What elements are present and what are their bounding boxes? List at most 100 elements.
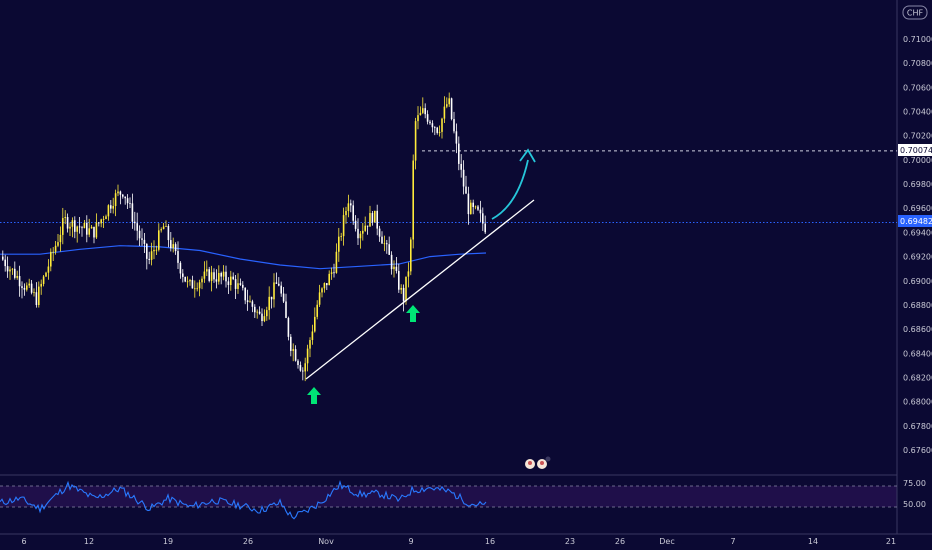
candle-body [66, 217, 69, 229]
candle-body [83, 222, 86, 229]
candle-body [422, 108, 424, 113]
candle-body [234, 279, 237, 289]
candle-body [47, 266, 50, 273]
candle-body [261, 313, 263, 322]
candle-body [98, 222, 100, 224]
buy-signal-arrow-icon [406, 305, 420, 322]
candle-body [330, 272, 333, 274]
candle-body [484, 223, 486, 233]
candle-body [237, 283, 239, 289]
candle-body [350, 203, 352, 206]
candle-body [381, 236, 383, 244]
candle-body [150, 251, 153, 260]
candle-body [33, 292, 35, 293]
candle-body [340, 236, 342, 237]
candle-body [141, 238, 143, 240]
candle-body [95, 222, 98, 238]
candle-body [76, 226, 78, 232]
candle-body [400, 287, 402, 290]
event-count-icon [545, 456, 551, 462]
candle-body [232, 276, 234, 280]
candle-body [220, 273, 222, 277]
candle-body [366, 225, 369, 227]
candle-body [393, 266, 395, 270]
candle-body [290, 336, 292, 351]
candle-body [354, 220, 357, 229]
candle-body [474, 206, 477, 208]
candle-body [462, 169, 465, 187]
events-icons[interactable] [525, 456, 551, 470]
resistance-tag-text: 0.70074 [900, 146, 932, 155]
candle-body [311, 331, 314, 341]
candle-body [342, 215, 345, 237]
price-tick-label: 0.67600 [903, 446, 932, 455]
current-tag-text: 0.69482 [900, 217, 932, 226]
candle-body [398, 270, 400, 290]
candle-body [424, 108, 426, 115]
time-axis[interactable]: 6 12 19 26 Nov 9 16 23 26 Dec 7 14 21 [21, 537, 896, 546]
candle-body [225, 271, 227, 282]
candle-body [59, 234, 62, 243]
candle-body [242, 284, 244, 288]
currency-badge[interactable]: CHF [902, 5, 928, 20]
candle-body [227, 281, 230, 286]
candle-body [45, 272, 47, 277]
candle-body [213, 272, 215, 280]
candle-body [256, 311, 258, 313]
candle-body [107, 205, 110, 217]
candle-body [412, 160, 414, 240]
candle-body [429, 121, 431, 124]
support-trendline[interactable] [305, 199, 535, 380]
candle-body [134, 221, 136, 224]
candle-body [182, 273, 184, 277]
candle-body [386, 243, 388, 245]
time-tick-label: 6 [21, 537, 26, 546]
candle-body [359, 233, 362, 239]
event-icon-1-dot [528, 461, 532, 465]
candle-body [40, 283, 42, 287]
rsi-band-fill [0, 486, 897, 507]
candle-body [294, 349, 297, 361]
candle-body [285, 301, 287, 318]
candle-body [431, 123, 434, 128]
time-tick-label: 21 [886, 537, 896, 546]
candle-body [266, 310, 268, 317]
candle-body [470, 202, 472, 215]
candle-body [16, 276, 18, 278]
candle-body [126, 198, 129, 204]
candle-body [42, 276, 45, 284]
candle-body [71, 220, 74, 227]
candle-body [38, 286, 40, 305]
candle-body [167, 225, 170, 241]
candle-body [122, 194, 124, 197]
candle-body [201, 278, 203, 283]
candle-body [441, 118, 443, 132]
candle-body [244, 287, 246, 301]
candle-body [110, 205, 112, 209]
candle-body [460, 163, 462, 170]
candle-body [114, 193, 117, 207]
trendline-group[interactable] [305, 199, 535, 380]
candle-body [62, 218, 64, 235]
candle-body [218, 273, 220, 282]
candle-body [280, 285, 282, 294]
candle-body [316, 304, 318, 317]
candle-body [196, 288, 198, 290]
candle-body [208, 269, 210, 281]
candle-body [54, 245, 57, 252]
candle-body [18, 276, 21, 287]
candle-body [9, 269, 11, 272]
candle-body [160, 229, 162, 231]
candle-body [402, 287, 405, 302]
candle-body [304, 363, 306, 372]
